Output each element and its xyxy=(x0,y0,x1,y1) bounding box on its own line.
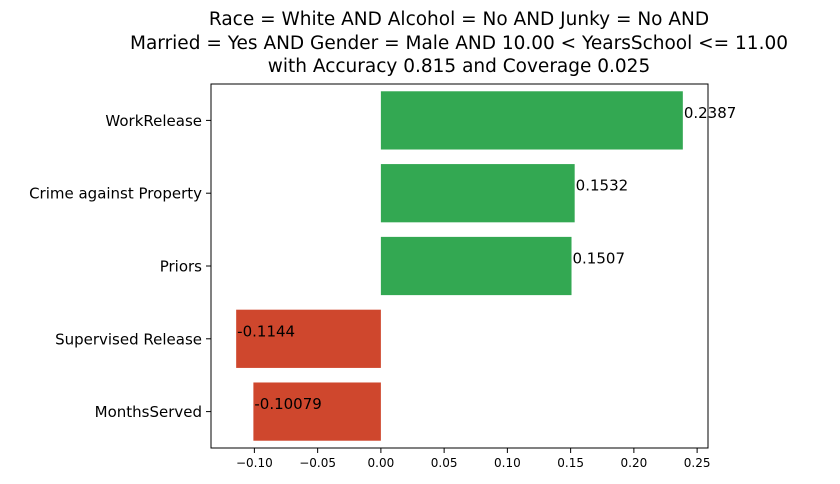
chart-title: Race = White AND Alcohol = No AND Junky … xyxy=(130,9,788,77)
data-label: -0.1144 xyxy=(237,322,295,340)
data-label: 0.2387 xyxy=(684,104,737,122)
bar xyxy=(381,91,683,149)
y-tick-label: Crime against Property xyxy=(29,185,202,203)
y-tick-label: MonthsServed xyxy=(95,403,202,421)
title-line: Married = Yes AND Gender = Male AND 10.0… xyxy=(130,33,788,54)
y-tick-label: Priors xyxy=(160,258,202,276)
x-tick-label: 0.25 xyxy=(684,456,711,470)
x-tick-label: −0.10 xyxy=(236,456,273,470)
data-label: 0.1532 xyxy=(576,177,629,195)
bar xyxy=(381,237,572,295)
x-tick-label: −0.05 xyxy=(299,456,336,470)
y-tick-label: WorkRelease xyxy=(105,112,202,130)
title-line: Race = White AND Alcohol = No AND Junky … xyxy=(209,9,709,30)
y-axis: WorkRelease Crime against Property Priors S… xyxy=(29,112,211,421)
x-tick-label: 0.20 xyxy=(621,456,648,470)
x-tick-label: 0.00 xyxy=(368,456,395,470)
bar xyxy=(381,164,575,222)
x-axis: −0.10 −0.05 0.00 0.05 0.10 0.15 0.20 0.25 xyxy=(236,448,710,470)
x-tick-label: 0.10 xyxy=(494,456,521,470)
y-tick-label: Supervised Release xyxy=(55,330,202,348)
x-tick-label: 0.05 xyxy=(431,456,458,470)
x-tick-label: 0.15 xyxy=(557,456,584,470)
data-label: 0.1507 xyxy=(573,250,626,268)
data-label: -0.10079 xyxy=(254,395,321,413)
title-line: with Accuracy 0.815 and Coverage 0.025 xyxy=(268,56,650,77)
